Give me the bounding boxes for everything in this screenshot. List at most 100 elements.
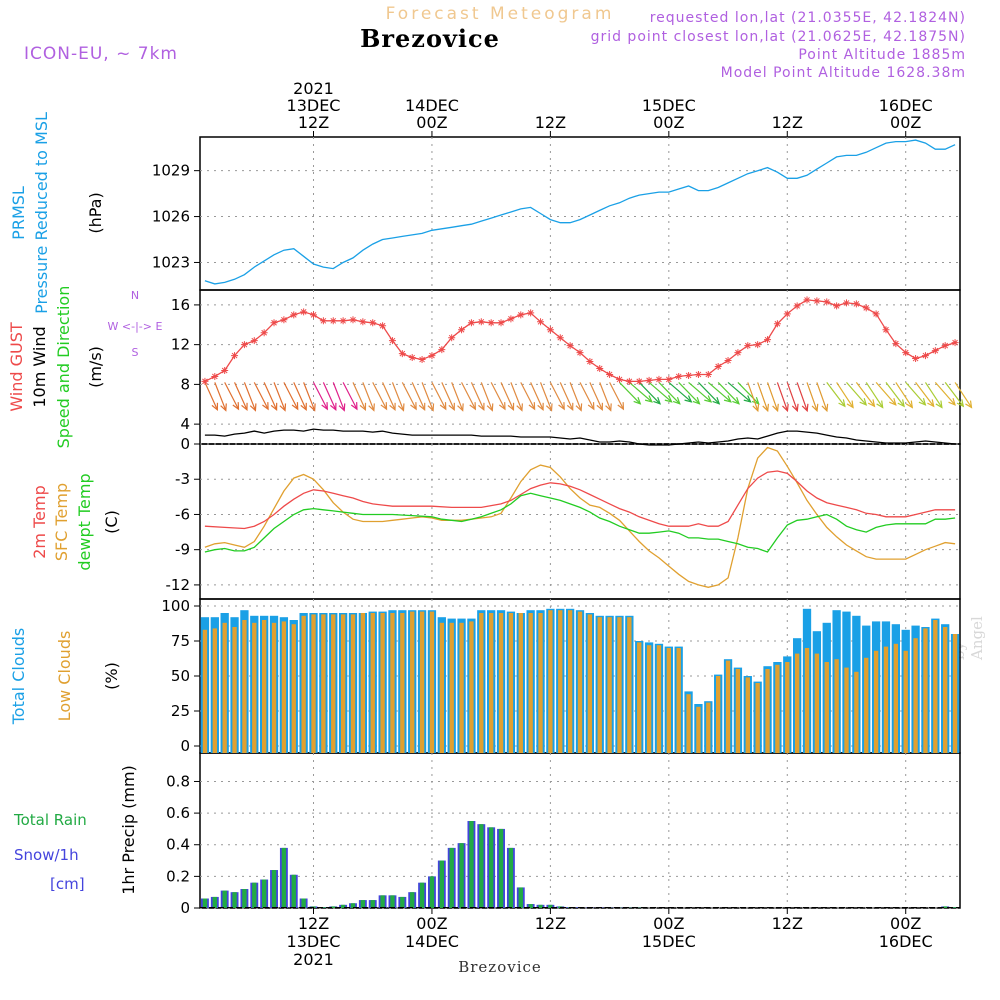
- rain-bar: [400, 896, 405, 908]
- low-cloud-bar: [252, 622, 257, 753]
- gust-marker: [537, 318, 545, 326]
- gust-marker: [921, 352, 929, 360]
- gust-marker: [902, 349, 910, 357]
- wind-arrow-head: [448, 402, 455, 412]
- wind-arrow-shaft: [707, 381, 732, 403]
- low-cloud-bar: [725, 660, 731, 753]
- wind-arrow-head: [220, 403, 227, 412]
- wind-arrow-shaft: [342, 382, 358, 410]
- low-cloud-bar: [518, 613, 523, 753]
- sfc-temp-line: [204, 446, 956, 588]
- wind-arrow-head: [956, 399, 965, 408]
- gust-marker: [556, 334, 564, 342]
- low-cloud-bar: [656, 645, 662, 753]
- wind-arrow-shaft: [944, 382, 964, 407]
- rain-bar: [301, 898, 306, 908]
- wind-arrow-head: [633, 396, 642, 405]
- low-cloud-bar: [567, 610, 573, 753]
- gust-marker: [398, 350, 406, 358]
- wind-arrow-shaft: [480, 382, 493, 411]
- y-tick-label: 0: [180, 899, 190, 917]
- wind-arrow-shaft: [382, 382, 396, 411]
- location-title: Brezovice: [360, 24, 500, 53]
- wind-arrow-shaft: [293, 382, 307, 411]
- y-tick-label: 0.6: [166, 804, 190, 822]
- wind-arrow-head: [309, 403, 316, 412]
- rain-bar: [252, 882, 257, 908]
- wind-arrow-shaft: [757, 382, 769, 412]
- gust-marker: [754, 341, 762, 349]
- wind-arrow-shaft: [885, 382, 905, 407]
- gust-marker: [635, 377, 643, 385]
- wind-arrow-shaft: [372, 382, 388, 410]
- low-cloud-bar: [449, 622, 454, 753]
- wind-arrow-shaft: [905, 382, 926, 406]
- rain-bar: [380, 895, 385, 908]
- temp-units: (C): [102, 510, 121, 534]
- gust-marker: [428, 352, 436, 360]
- time-label-top: 15DEC: [642, 96, 696, 115]
- wind-arrow-shaft: [619, 381, 641, 405]
- gust-marker: [201, 377, 209, 385]
- wind-arrow-shaft: [243, 382, 256, 411]
- wind-arrow-head: [291, 402, 299, 411]
- gust-marker: [379, 322, 387, 330]
- rain-bar: [479, 824, 484, 908]
- wind-arrow-head: [617, 402, 625, 411]
- temp-sfc-label: SFC Temp: [52, 483, 71, 561]
- low-cloud-bar: [696, 706, 701, 753]
- wind-arrow-head: [498, 402, 506, 411]
- gust-marker: [773, 320, 781, 328]
- y-tick-label: 16: [171, 296, 190, 314]
- low-cloud-bar: [952, 634, 958, 753]
- y-tick-label: 8: [180, 375, 190, 393]
- wind-arrow-shaft: [224, 382, 240, 410]
- model-altitude: Model Point Altitude 1628.38m: [720, 65, 966, 81]
- wind-arrow-head: [605, 403, 612, 412]
- wind-speed-line: [204, 428, 956, 446]
- wind-arrow-shaft: [322, 382, 337, 411]
- y-tick-label: 0.4: [166, 836, 190, 854]
- gust-marker: [211, 372, 219, 380]
- gust-marker: [300, 308, 308, 316]
- gust-marker: [388, 337, 396, 345]
- wind-arrow-shaft: [954, 382, 973, 408]
- time-label-bottom: 15DEC: [642, 932, 696, 951]
- wind-arrow-head: [889, 397, 897, 406]
- time-label-top: 00Z: [416, 113, 447, 132]
- y-tick-label: -6: [175, 505, 190, 523]
- gust-marker: [586, 358, 594, 366]
- time-label-bottom: 14DEC: [405, 932, 459, 951]
- y-tick-label: -9: [175, 541, 190, 559]
- low-cloud-bar: [943, 627, 948, 753]
- gust-marker: [882, 326, 890, 334]
- wind-arrow-head: [389, 402, 396, 412]
- rain-bar: [222, 890, 227, 908]
- rain-bar: [538, 904, 543, 908]
- wind-arrow-head: [905, 400, 914, 409]
- wind-arrow-head: [821, 403, 829, 413]
- low-cloud-bar: [765, 669, 770, 753]
- low-cloud-bar: [291, 624, 296, 753]
- wind-arrow-shaft: [391, 382, 405, 411]
- wind-arrow-head: [350, 402, 358, 411]
- wind-units: (m/s): [86, 346, 105, 388]
- low-cloud-bar: [469, 621, 474, 753]
- gust-marker: [280, 316, 288, 324]
- low-cloud-bar: [814, 653, 820, 753]
- gust-marker: [694, 370, 702, 378]
- gust-marker: [349, 316, 357, 324]
- y-tick-label: 0: [180, 737, 190, 755]
- low-cloud-bar: [804, 648, 810, 753]
- wind-arrow-head: [801, 403, 809, 413]
- wind-arrow-shaft: [303, 382, 316, 411]
- time-label-top: 16DEC: [879, 96, 933, 115]
- wind-arrow-shaft: [421, 382, 434, 411]
- gust-marker: [615, 375, 623, 383]
- point-altitude: Point Altitude 1885m: [798, 47, 966, 63]
- compass-we: W <-|-> E: [108, 320, 163, 333]
- wind-arrow-head: [211, 402, 219, 412]
- rain-bar: [390, 895, 395, 908]
- low-cloud-bar: [617, 617, 622, 753]
- low-cloud-bar: [637, 642, 642, 753]
